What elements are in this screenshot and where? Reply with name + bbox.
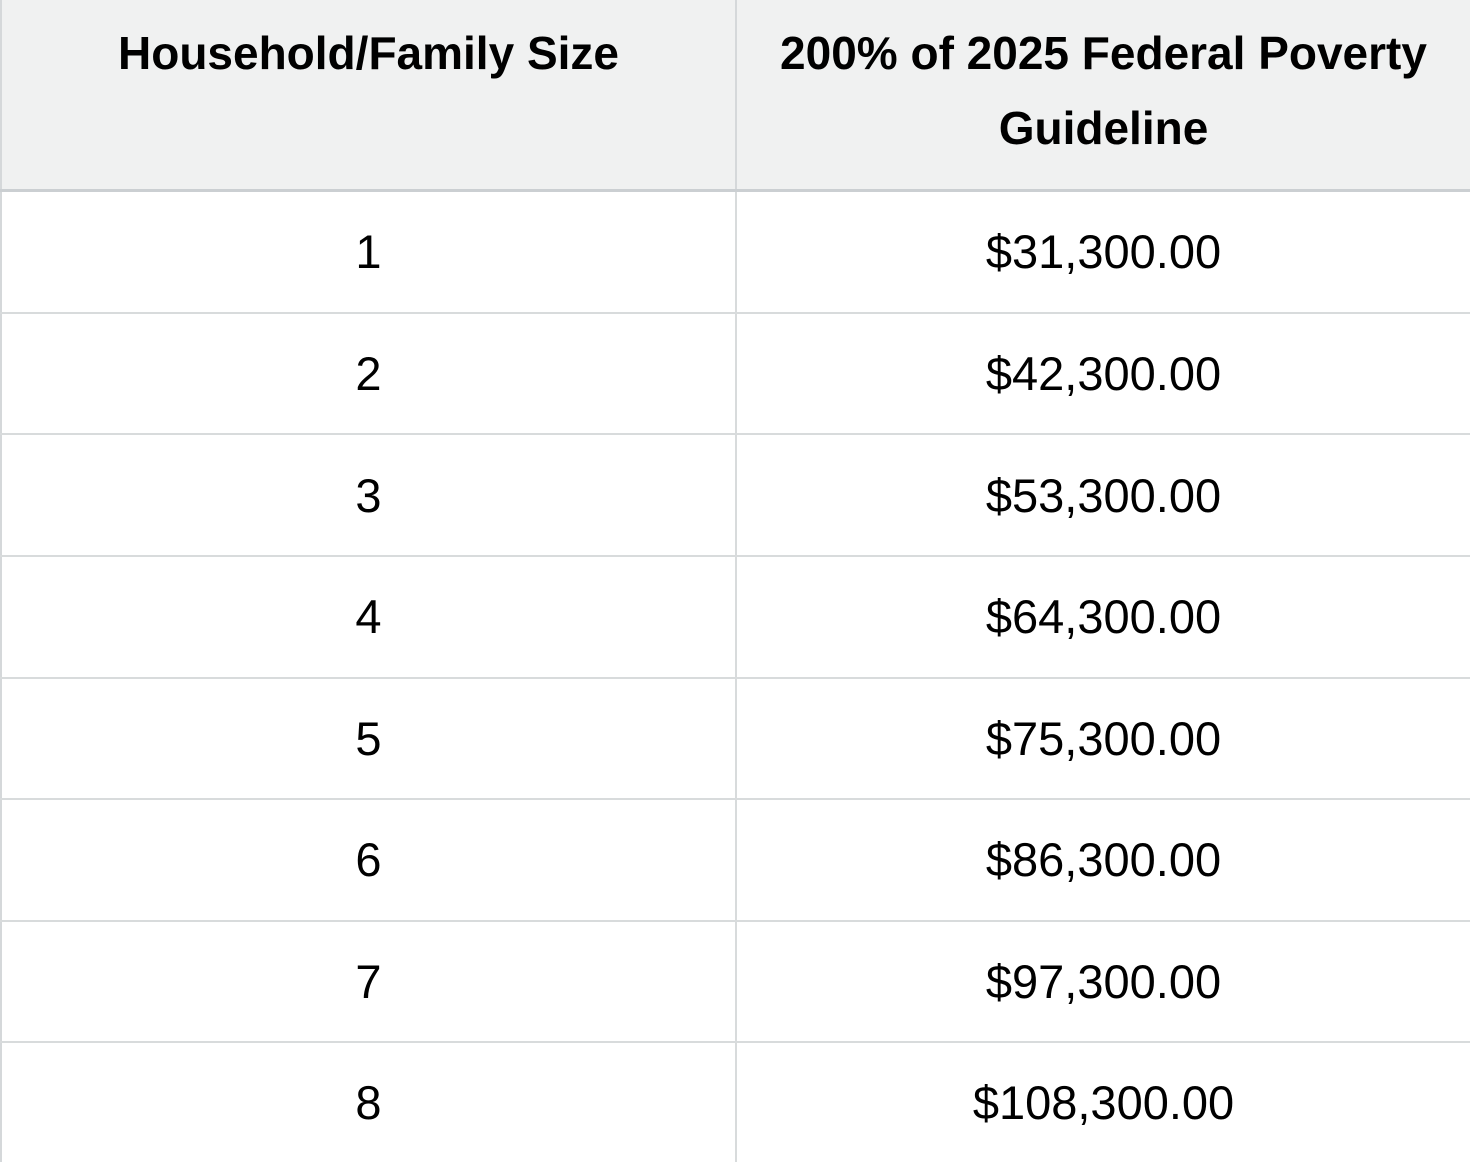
table-row: 5 $75,300.00 bbox=[0, 676, 1470, 801]
guideline-amount-cell: $97,300.00 bbox=[735, 919, 1470, 1044]
table-header-row: Household/Family Size 200% of 2025 Feder… bbox=[0, 0, 1470, 192]
household-size-cell: 3 bbox=[0, 433, 737, 557]
table-row: 7 $97,300.00 bbox=[0, 919, 1470, 1044]
header-household-size: Household/Family Size bbox=[0, 0, 737, 192]
guideline-amount-cell: $86,300.00 bbox=[735, 798, 1470, 922]
guideline-amount-cell: $75,300.00 bbox=[735, 676, 1470, 801]
household-size-cell: 8 bbox=[0, 1041, 737, 1162]
table-row: 8 $108,300.00 bbox=[0, 1041, 1470, 1162]
household-size-cell: 4 bbox=[0, 554, 737, 679]
table-row: 1 $31,300.00 bbox=[0, 189, 1470, 314]
household-size-cell: 1 bbox=[0, 189, 737, 314]
guideline-amount-cell: $31,300.00 bbox=[735, 189, 1470, 314]
table-row: 3 $53,300.00 bbox=[0, 433, 1470, 557]
household-size-cell: 5 bbox=[0, 676, 737, 801]
household-size-cell: 7 bbox=[0, 919, 737, 1044]
table-row: 6 $86,300.00 bbox=[0, 798, 1470, 922]
table-row: 2 $42,300.00 bbox=[0, 311, 1470, 436]
household-size-cell: 6 bbox=[0, 798, 737, 922]
table-row: 4 $64,300.00 bbox=[0, 554, 1470, 679]
guideline-amount-cell: $108,300.00 bbox=[735, 1041, 1470, 1162]
guideline-amount-cell: $42,300.00 bbox=[735, 311, 1470, 436]
household-size-cell: 2 bbox=[0, 311, 737, 436]
guideline-amount-cell: $64,300.00 bbox=[735, 554, 1470, 679]
guideline-amount-cell: $53,300.00 bbox=[735, 433, 1470, 557]
header-guideline: 200% of 2025 Federal Poverty Guideline bbox=[735, 0, 1470, 192]
